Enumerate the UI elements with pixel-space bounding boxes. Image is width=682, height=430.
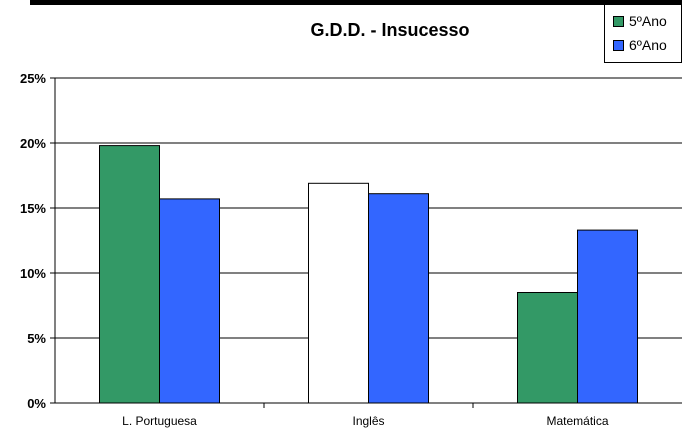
legend-swatch-series-1 [613,15,624,27]
bar-matem-tica-series-1 [517,292,578,404]
legend-label-series-2: 6ºAno [629,37,667,53]
legend: 5ºAno 6ºAno [604,4,682,63]
y-tick-label: 25% [20,71,46,86]
chart-title: G.D.D. - Insucesso [310,20,470,40]
bar-l-portuguesa-series-1 [99,145,160,404]
top-border-rule [30,0,682,5]
x-category-label: Matemática [546,414,608,428]
bar-l-portuguesa-series-2 [159,198,220,404]
legend-swatch-series-2 [613,39,624,51]
bar-ingl-s-series-1 [308,182,369,404]
bar-ingl-s-series-2 [368,193,429,404]
y-tick-label: 20% [20,136,46,151]
legend-entry-series-1: 5ºAno [613,11,667,31]
bar-matem-tica-series-2 [577,229,638,404]
y-tick-label: 0% [27,396,46,411]
x-category-label: L. Portuguesa [122,414,197,428]
y-tick-label: 5% [27,331,46,346]
legend-entry-series-2: 6ºAno [613,35,667,55]
x-category-label: Inglês [352,414,384,428]
y-tick-label: 10% [20,266,46,281]
legend-label-series-1: 5ºAno [629,13,667,29]
y-tick-label: 15% [20,201,46,216]
